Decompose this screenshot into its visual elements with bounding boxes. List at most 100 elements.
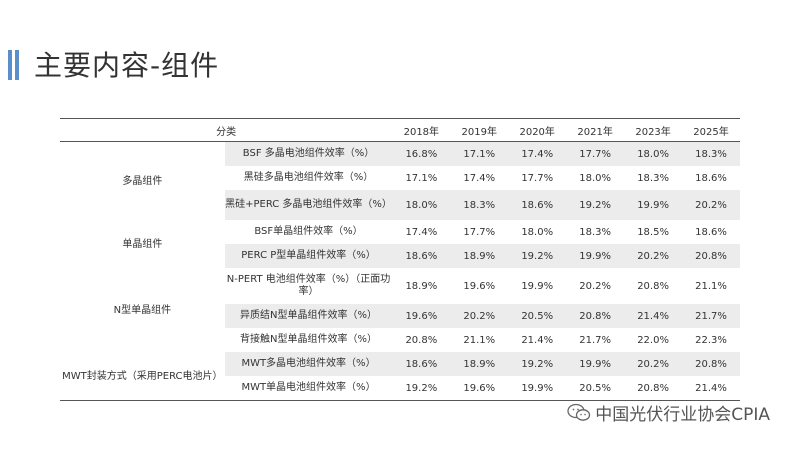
table-cell: 19.2% xyxy=(405,382,438,394)
table-cell: 20.8% xyxy=(637,280,669,292)
table-cell: 20.8% xyxy=(405,334,438,346)
row-label: 黑硅多晶电池组件效率（%） xyxy=(243,172,374,183)
table-cell: 20.8% xyxy=(682,244,740,268)
page-title: 主要内容-组件 xyxy=(34,49,220,82)
table-cell: 19.9% xyxy=(521,280,554,292)
table-cell: 20.5% xyxy=(579,382,612,394)
table-cell: 18.0% xyxy=(392,190,451,220)
table-row: PERC P型单晶组件效率（%） 18.6% 18.9% 19.2% 19.9%… xyxy=(60,244,740,268)
title-accent-bar xyxy=(8,50,12,80)
group-label: 多晶组件 xyxy=(122,175,163,187)
table-row: 单晶组件 BSF单晶组件效率（%） 17.4% 17.7% 18.0% 18.3… xyxy=(60,220,740,250)
table-cell: 19.2% xyxy=(508,352,567,376)
title-accent-bar xyxy=(15,50,19,80)
table-cell: 17.7% xyxy=(521,172,554,184)
table-cell: 21.4% xyxy=(521,334,554,346)
header-year: 2023年 xyxy=(635,126,671,138)
table-cell: 18.9% xyxy=(450,352,509,376)
table-cell: 18.3% xyxy=(637,172,669,184)
table-row: MWT单晶电池组件效率（%） 19.2% 19.6% 19.9% 20.5% 2… xyxy=(60,376,740,401)
table-cell: 16.8% xyxy=(392,141,451,166)
table-row: N型单晶组件 N-PERT 电池组件效率（%）（正面功率） 18.9% 19.6… xyxy=(60,268,740,316)
table-cell: 18.0% xyxy=(624,141,683,166)
table-row: 背接触N型单晶组件效率（%） 20.8% 21.1% 21.4% 21.7% 2… xyxy=(60,328,740,352)
table-cell: 22.0% xyxy=(637,334,669,346)
row-label: PERC P型单晶组件效率（%） xyxy=(224,244,393,268)
table-cell: 18.6% xyxy=(392,352,451,376)
table-cell: 18.6% xyxy=(392,244,451,268)
table-cell: 19.2% xyxy=(566,190,625,220)
header-year: 2025年 xyxy=(693,126,729,138)
table-cell: 20.5% xyxy=(508,304,567,328)
table-cell: 21.4% xyxy=(624,304,683,328)
table-cell: 19.6% xyxy=(463,280,496,292)
table-cell: 18.3% xyxy=(450,190,509,220)
table-cell: 18.9% xyxy=(405,280,438,292)
watermark-text: 中国光伏行业协会CPIA xyxy=(595,405,770,425)
table-cell: 20.2% xyxy=(579,280,612,292)
header-category: 分类 xyxy=(216,126,237,138)
table-cell: 21.4% xyxy=(695,382,727,394)
table-cell: 22.3% xyxy=(695,334,727,346)
table-cell: 17.1% xyxy=(405,172,438,184)
group-label: 单晶组件 xyxy=(122,238,163,250)
table-cell: 20.8% xyxy=(682,352,740,376)
header-year: 2020年 xyxy=(519,126,555,138)
table-cell: 17.7% xyxy=(463,226,496,238)
row-label: BSF单晶组件效率（%） xyxy=(254,226,363,237)
table-cell: 18.5% xyxy=(637,226,669,238)
table-cell: 18.6% xyxy=(508,190,567,220)
table-cell: 18.3% xyxy=(682,141,740,166)
table-cell: 20.2% xyxy=(450,304,509,328)
table-cell: 19.9% xyxy=(521,382,554,394)
table-cell: 21.7% xyxy=(579,334,612,346)
row-label: N-PERT 电池组件效率（%）（正面功率） xyxy=(226,274,391,297)
table-row: 多晶组件 BSF 多晶电池组件效率（%） 16.8% 17.1% 17.4% 1… xyxy=(60,141,740,187)
table-cell: 19.9% xyxy=(566,352,625,376)
table-cell: 18.0% xyxy=(521,226,554,238)
table-cell: 21.7% xyxy=(682,304,740,328)
table-cell: 19.9% xyxy=(566,244,625,268)
row-label: MWT单晶电池组件效率（%） xyxy=(241,382,376,393)
table-cell: 21.1% xyxy=(463,334,496,346)
efficiency-table: 分类 2018年 2019年 2020年 2021年 2023年 2025年 多… xyxy=(60,118,740,401)
table-cell: 18.6% xyxy=(695,226,727,238)
table-cell: 20.2% xyxy=(682,190,740,220)
row-label: 黑硅+PERC 多晶电池组件效率（%） xyxy=(224,190,393,220)
row-label: MWT多晶电池组件效率（%） xyxy=(224,352,393,376)
table-cell: 21.1% xyxy=(695,280,727,292)
header-year: 2019年 xyxy=(461,126,497,138)
header-year: 2018年 xyxy=(403,126,440,138)
row-label: 背接触N型单晶组件效率（%） xyxy=(240,334,377,345)
table-cell: 18.9% xyxy=(450,244,509,268)
table-header-row: 分类 2018年 2019年 2020年 2021年 2023年 2025年 xyxy=(60,118,740,142)
watermark: 中国光伏行业协会CPIA xyxy=(567,400,770,425)
table-cell: 17.4% xyxy=(405,226,438,238)
header-year: 2021年 xyxy=(577,126,613,138)
table-cell: 19.6% xyxy=(392,304,451,328)
table-cell: 18.6% xyxy=(695,172,727,184)
group-label: N型单晶组件 xyxy=(113,304,172,316)
table-cell: 18.3% xyxy=(579,226,612,238)
table-cell: 17.1% xyxy=(450,141,509,166)
table-cell: 17.7% xyxy=(566,141,625,166)
table-cell: 20.8% xyxy=(566,304,625,328)
table-cell: 17.4% xyxy=(508,141,567,166)
table-cell: 19.9% xyxy=(624,190,683,220)
table-row: 异质结N型单晶组件效率（%） 19.6% 20.2% 20.5% 20.8% 2… xyxy=(60,304,740,328)
wechat-icon xyxy=(567,403,591,421)
table-cell: 20.2% xyxy=(624,352,683,376)
table-row: 黑硅多晶电池组件效率（%） 17.1% 17.4% 17.7% 18.0% 18… xyxy=(60,166,740,190)
table-row: 黑硅+PERC 多晶电池组件效率（%） 18.0% 18.3% 18.6% 19… xyxy=(60,190,740,220)
row-label: 异质结N型单晶组件效率（%） xyxy=(224,304,393,328)
group-label: MWT封装方式（采用PERC电池片） xyxy=(62,370,223,382)
table-cell: 20.8% xyxy=(637,382,669,394)
table-cell: 17.4% xyxy=(463,172,496,184)
table-cell: 19.2% xyxy=(508,244,567,268)
table-cell: 18.0% xyxy=(579,172,612,184)
table-cell: 20.2% xyxy=(624,244,683,268)
table-row: MWT封装方式（采用PERC电池片） MWT多晶电池组件效率（%） 18.6% … xyxy=(60,352,740,382)
table-cell: 19.6% xyxy=(463,382,496,394)
row-label: BSF 多晶电池组件效率（%） xyxy=(224,141,393,166)
